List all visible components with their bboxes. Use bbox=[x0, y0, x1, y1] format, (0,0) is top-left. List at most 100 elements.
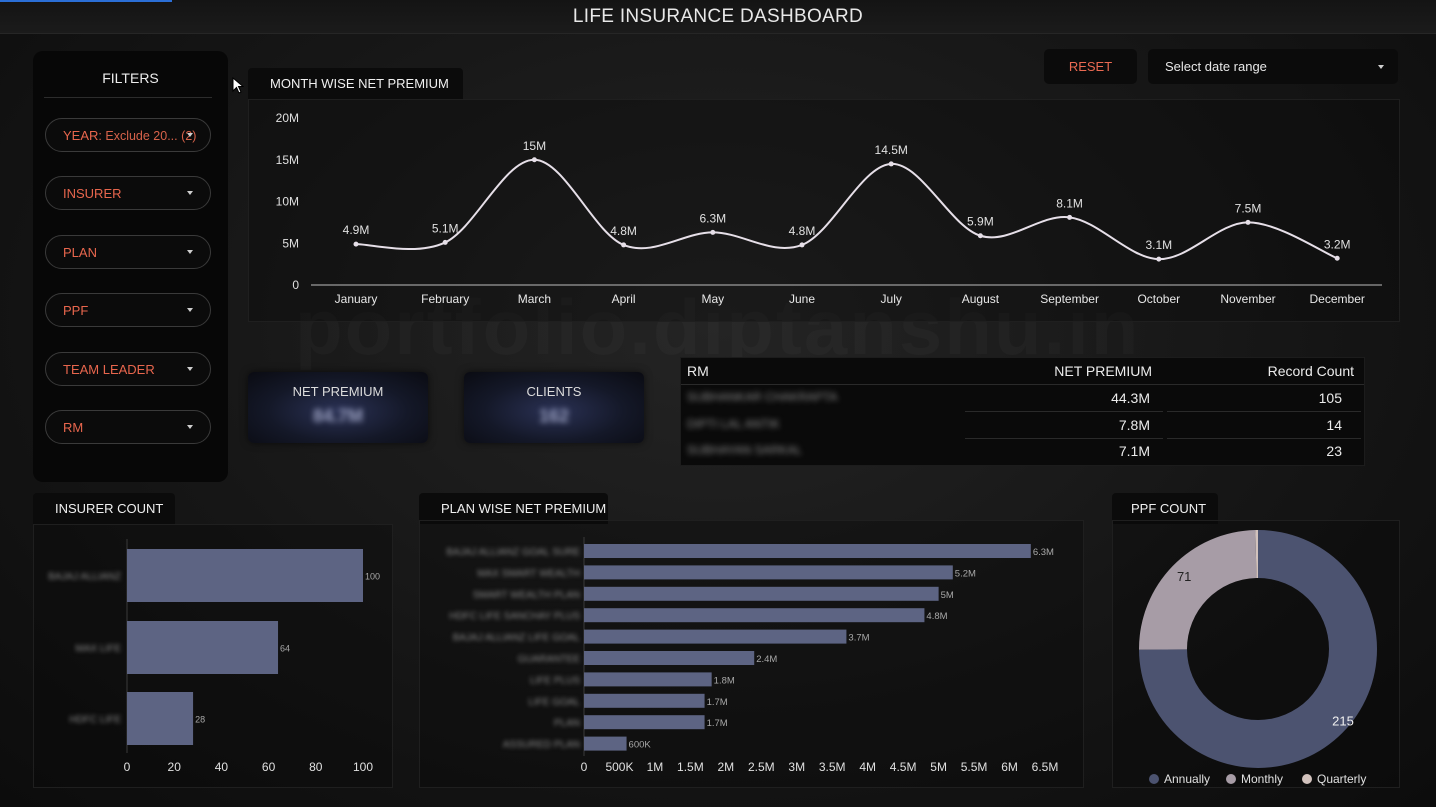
data-point bbox=[977, 233, 983, 239]
filter-insurer[interactable]: INSURER bbox=[45, 176, 211, 210]
ppf-chart-panel: 215 71 Annually Monthly Quarterly bbox=[1112, 520, 1400, 788]
filter-team-leader[interactable]: TEAM LEADER bbox=[45, 352, 211, 386]
data-label: 64 bbox=[280, 644, 290, 654]
x-tick-label: 2M bbox=[718, 760, 735, 774]
month-chart: 0 5M 10M 15M 20M 4.9M January 5.1M February 15M Ma… bbox=[276, 111, 1382, 306]
data-label: 4.8M bbox=[926, 611, 947, 622]
data-label: 6.3M bbox=[1033, 547, 1054, 558]
x-tick-label: 6.5M bbox=[1032, 760, 1059, 774]
kpi-clients-label: CLIENTS bbox=[526, 384, 582, 399]
rm-name: SUBHAYAN SARKAL bbox=[687, 443, 802, 457]
legend-label: Quarterly bbox=[1317, 772, 1366, 786]
data-label: 4.8M bbox=[789, 224, 816, 238]
data-label: 5.9M bbox=[967, 215, 994, 229]
data-label: 4.9M bbox=[343, 223, 370, 237]
category-label: MAX SMART WEALTH bbox=[477, 568, 580, 579]
reset-button[interactable]: RESET bbox=[1044, 49, 1137, 84]
filter-year[interactable]: YEAR: Exclude 20... (2) bbox=[45, 118, 211, 152]
rm-count: 105 bbox=[1318, 390, 1342, 406]
mouse-cursor-icon bbox=[232, 77, 244, 94]
x-tick-label: 1M bbox=[647, 760, 664, 774]
bar bbox=[584, 736, 627, 751]
legend-swatch bbox=[1302, 774, 1312, 784]
data-label: 5.1M bbox=[432, 221, 459, 235]
category-label: HDFC LIFE bbox=[69, 715, 121, 726]
x-tick-label: July bbox=[881, 292, 902, 306]
chevron-down-icon bbox=[187, 308, 193, 312]
legend-swatch bbox=[1226, 774, 1236, 784]
chevron-down-icon bbox=[187, 425, 193, 429]
x-tick-label: 100 bbox=[353, 760, 373, 774]
legend-label: Monthly bbox=[1241, 772, 1283, 786]
bar bbox=[584, 672, 712, 687]
rm-count: 14 bbox=[1326, 417, 1342, 433]
kpi-clients: CLIENTS 162 bbox=[464, 372, 644, 443]
x-tick-label: 5.5M bbox=[961, 760, 988, 774]
filter-ppf[interactable]: PPF bbox=[45, 293, 211, 327]
header-rm[interactable]: RM bbox=[687, 363, 709, 379]
bar bbox=[584, 651, 755, 665]
data-label: 4.8M bbox=[610, 224, 637, 238]
y-tick-label: 20M bbox=[276, 111, 299, 125]
filter-plan[interactable]: PLAN bbox=[45, 235, 211, 269]
y-tick-label: 0 bbox=[292, 278, 299, 292]
data-point bbox=[353, 241, 359, 247]
filter-team-leader-label: TEAM LEADER bbox=[63, 362, 155, 377]
data-point bbox=[1156, 256, 1162, 262]
category-label: BAJAJ ALLIANZ bbox=[48, 572, 121, 583]
category-label: ASSURED PLAN bbox=[503, 740, 580, 751]
filter-insurer-label: INSURER bbox=[63, 186, 122, 201]
data-point bbox=[1245, 219, 1251, 225]
chevron-down-icon bbox=[187, 250, 193, 254]
chevron-down-icon bbox=[187, 191, 193, 195]
data-label: 5.2M bbox=[955, 568, 976, 579]
x-tick-label: 4M bbox=[859, 760, 876, 774]
x-tick-label: February bbox=[421, 292, 469, 306]
rm-table: RM NET PREMIUM Record Count SUBHANKAR CH… bbox=[680, 357, 1365, 466]
top-bar: LIFE INSURANCE DASHBOARD bbox=[0, 0, 1436, 34]
header-record-count[interactable]: Record Count bbox=[1267, 363, 1354, 379]
category-label: LIFE GOAL bbox=[528, 697, 580, 708]
x-tick-label: 1.5M bbox=[677, 760, 704, 774]
data-label: 100 bbox=[365, 572, 380, 582]
x-tick-label: October bbox=[1137, 292, 1180, 306]
top-accent-line bbox=[0, 0, 172, 2]
x-tick-label: 60 bbox=[262, 760, 276, 774]
bar bbox=[584, 693, 705, 708]
table-row[interactable]: SUBHANKAR CHAKRAPTA 44.3M 105 bbox=[681, 385, 1364, 411]
date-range-select[interactable]: Select date range bbox=[1148, 49, 1398, 84]
pie-slice bbox=[1139, 530, 1377, 768]
x-tick-label: 6M bbox=[1001, 760, 1018, 774]
x-tick-label: 40 bbox=[215, 760, 229, 774]
filter-year-value: : Exclude 20... (2) bbox=[98, 129, 197, 143]
data-point bbox=[799, 242, 805, 248]
y-tick-label: 15M bbox=[276, 153, 299, 167]
filters-title: FILTERS bbox=[102, 70, 159, 86]
filter-rm[interactable]: RM bbox=[45, 410, 211, 444]
data-label: 3.2M bbox=[1324, 237, 1351, 251]
rm-premium: 7.8M bbox=[1118, 417, 1150, 433]
bar bbox=[584, 586, 939, 601]
category-label: SMART WEALTH PLAN bbox=[473, 590, 580, 601]
header-net-premium[interactable]: NET PREMIUM bbox=[1054, 363, 1152, 379]
x-tick-label: 4.5M bbox=[890, 760, 917, 774]
row-divider bbox=[1167, 411, 1361, 412]
kpi-net-premium-value: 84.7M bbox=[312, 406, 364, 426]
category-label: MAX LIFE bbox=[75, 644, 121, 655]
ppf-chart: 215 71 Annually Monthly Quarterly bbox=[1139, 530, 1377, 786]
table-row[interactable]: DIPTI LAL ANTIK 7.8M 14 bbox=[681, 412, 1364, 438]
bar bbox=[584, 715, 705, 730]
data-point bbox=[710, 229, 716, 235]
row-divider bbox=[965, 411, 1163, 412]
x-tick-label: 20 bbox=[168, 760, 182, 774]
data-label: 7.5M bbox=[1235, 201, 1262, 215]
x-tick-label: 0 bbox=[581, 760, 588, 774]
bar bbox=[584, 608, 925, 623]
table-row[interactable]: SUBHAYAN SARKAL 7.1M 23 bbox=[681, 438, 1364, 464]
x-tick-label: May bbox=[701, 292, 724, 306]
x-tick-label: June bbox=[789, 292, 815, 306]
row-divider bbox=[965, 438, 1163, 439]
y-tick-label: 10M bbox=[276, 195, 299, 209]
x-tick-label: 2.5M bbox=[748, 760, 775, 774]
data-label: 3.7M bbox=[848, 633, 869, 644]
